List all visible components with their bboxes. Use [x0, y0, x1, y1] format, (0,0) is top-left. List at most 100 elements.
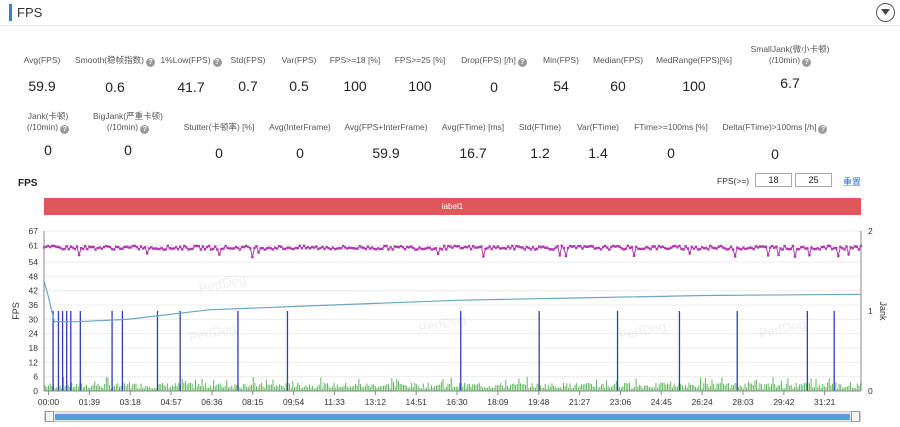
metric-metrics_row1-11: SmallJank(微小卡顿) (/10min)? 6.7 [720, 44, 860, 91]
metric-value: 0 [667, 145, 675, 161]
fps-point [771, 244, 774, 248]
metric-label: Avg(InterFrame) [269, 122, 331, 132]
fps-point [436, 252, 440, 255]
fps-point [830, 247, 834, 251]
reset-button[interactable]: 重置 [843, 177, 862, 187]
fps-point [806, 247, 809, 250]
fps-point [205, 245, 209, 249]
fps-point [544, 246, 547, 249]
fps-point [837, 254, 840, 258]
time-range-scrollbar[interactable] [44, 411, 861, 422]
fps-point [802, 245, 805, 249]
fps-point [405, 245, 409, 249]
fps-point [698, 247, 702, 251]
y-tick-label: 61 [29, 240, 39, 250]
fps-point [294, 246, 297, 250]
metric-label: Var(FPS) [281, 55, 317, 65]
fps-point [211, 247, 215, 251]
fps-point [597, 246, 601, 250]
metric-metrics_row2-2: Stutter(卡顿率) [%] 0 [149, 122, 289, 161]
fps-point [110, 247, 114, 251]
x-tick-label: 04:57 [160, 397, 182, 407]
help-icon[interactable]: ? [802, 58, 812, 67]
x-tick-label: 18:09 [487, 397, 509, 407]
metric-value: 0 [296, 145, 304, 161]
x-tick-label: 00:00 [38, 397, 60, 407]
fps-point [422, 247, 425, 251]
fps-point [818, 248, 821, 251]
fps-point [119, 247, 122, 250]
y-tick-label: 30 [29, 314, 39, 324]
metric-value: 0 [124, 142, 132, 158]
help-icon[interactable]: ? [818, 125, 828, 134]
range-end-handle[interactable] [851, 411, 860, 422]
fps-point [820, 245, 824, 249]
fps-point [783, 244, 786, 248]
metric-metrics_row2-6: Std(FTime) 1.2 [470, 122, 610, 161]
fps-point [358, 245, 361, 248]
fps-point [261, 246, 264, 250]
fps-point [570, 245, 574, 248]
fps-point [583, 245, 586, 248]
fps-point [857, 248, 861, 251]
fps-point [187, 248, 190, 251]
fps-point [123, 245, 126, 249]
fps-point [397, 246, 401, 249]
x-tick-label: 23:06 [610, 397, 632, 407]
fps-point [725, 248, 729, 251]
fps-threshold-2-input[interactable] [795, 173, 832, 187]
fps-point [168, 247, 172, 250]
fps-point [603, 244, 607, 248]
fps-point [317, 247, 320, 251]
metric-metrics_row1-3: Std(FPS) 0.7 [178, 55, 318, 94]
fps-point [432, 247, 436, 250]
fps-point [665, 247, 669, 251]
scroll-range-fill[interactable] [55, 414, 850, 420]
metric-metrics_row1-6: FPS>=25 [%] 100 [350, 55, 490, 94]
fps-point [562, 246, 566, 250]
fps-threshold-1-input[interactable] [755, 173, 792, 187]
fps-point [352, 247, 355, 250]
fps-point [75, 245, 79, 248]
help-icon[interactable]: ? [212, 58, 222, 67]
fps-point [511, 244, 514, 248]
metric-metrics_row1-0: Avg(FPS) 59.9 [0, 55, 112, 94]
fps-point [496, 245, 500, 248]
metric-label: FPS>=18 [%] [329, 55, 381, 65]
fps-point [381, 247, 384, 250]
metric-metrics_row2-7: Var(FTime) 1.4 [528, 122, 668, 161]
fps-point [554, 246, 557, 249]
fps-point [255, 245, 258, 248]
fps-point [129, 246, 132, 249]
fps-point [476, 246, 479, 249]
fps-point [849, 246, 852, 249]
help-icon[interactable]: ? [60, 125, 70, 134]
fps-point [399, 244, 403, 248]
x-tick-label: 01:39 [79, 397, 101, 407]
fps-point [606, 246, 609, 249]
fps-point [282, 247, 285, 250]
fps-point [610, 245, 613, 249]
range-start-handle[interactable] [45, 411, 54, 422]
y2-tick-label: 0 [868, 386, 873, 396]
fps-point [280, 245, 283, 249]
fps-point [577, 244, 580, 248]
fps-point [711, 246, 714, 249]
y-tick-label: 0 [33, 386, 38, 396]
fps-point [519, 246, 522, 249]
fps-point [203, 248, 207, 251]
help-icon[interactable]: ? [140, 125, 150, 134]
x-tick-label: 28:03 [732, 397, 754, 407]
metric-label-text: 1%Low(FPS) [160, 55, 211, 65]
fps-point [453, 244, 456, 248]
x-tick-label: 09:54 [283, 397, 305, 407]
metric-value: 0 [490, 79, 498, 95]
help-icon[interactable]: ? [517, 58, 527, 67]
help-icon[interactable]: ? [145, 58, 155, 67]
metric-metrics_row2-0: Jank(卡顿) (/10min)? 0 [0, 111, 118, 158]
fps-point [430, 248, 434, 251]
collapse-button[interactable] [876, 3, 895, 22]
label-bar[interactable]: label1 [44, 198, 861, 215]
fps-point [387, 248, 390, 251]
